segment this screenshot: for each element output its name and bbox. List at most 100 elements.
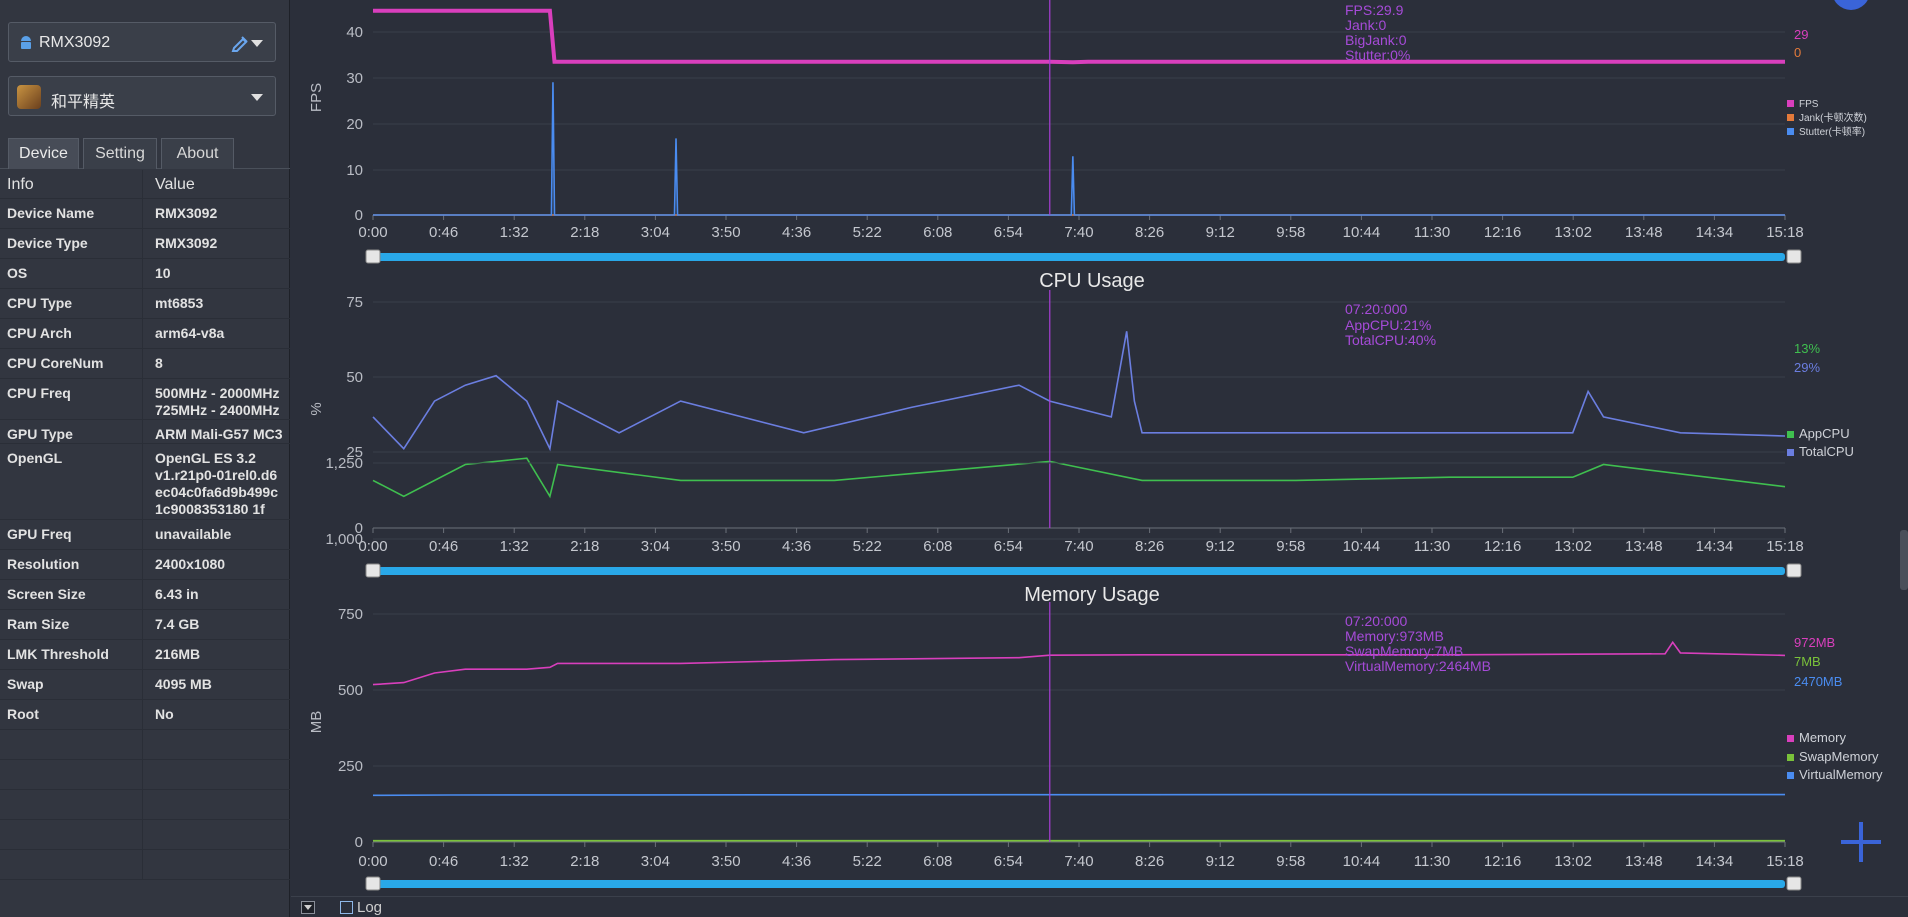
y-tick-label: 25 — [346, 444, 363, 461]
fab-button[interactable] — [1832, 0, 1870, 10]
y-tick-label: 0 — [355, 834, 363, 851]
range-slider-track[interactable] — [373, 880, 1785, 888]
info-row: OpenGL OpenGL ES 3.2 v1.r21p0-01rel0.d6 e… — [0, 444, 290, 520]
info-row: Root No — [0, 700, 290, 730]
series-virtualmemory-line — [372, 793, 1785, 797]
x-tick-label: 4:36 — [782, 853, 811, 870]
x-tick-label: 14:34 — [1696, 853, 1734, 870]
legend-label: FPS — [1799, 99, 1819, 110]
range-slider-handle[interactable] — [1786, 249, 1802, 264]
range-slider-track[interactable] — [373, 253, 1785, 261]
collapse-button[interactable] — [301, 901, 315, 914]
x-tick-label: 12:16 — [1484, 853, 1522, 870]
charts-area: 0 10 20 30 40 0:00 0:46 1:32 2:18 3:04 3:50 4:36 5:2… — [291, 0, 1908, 900]
info-row-empty — [0, 850, 290, 880]
x-tick-label: 6:08 — [923, 224, 952, 241]
info-key: CPU Type — [7, 295, 73, 311]
x-tick-label: 7:40 — [1064, 224, 1093, 241]
legend-swatch — [1787, 754, 1794, 761]
x-tick-label: 8:26 — [1135, 224, 1164, 241]
bottom-bar: Log — [291, 896, 1908, 917]
x-tick-label: 9:12 — [1206, 224, 1235, 241]
x-tick-label: 6:54 — [994, 853, 1023, 870]
latest-value: 972MB — [1794, 635, 1835, 650]
y-tick-label: 0 — [355, 207, 363, 224]
latest-value: 7MB — [1794, 654, 1821, 669]
x-tick-label: 10:44 — [1343, 224, 1381, 241]
x-tick-label: 13:02 — [1554, 538, 1592, 555]
info-value: arm64-v8a — [155, 325, 225, 341]
info-key: Screen Size — [7, 586, 86, 602]
x-tick-label: 0:46 — [429, 853, 458, 870]
tab-setting[interactable]: Setting — [83, 138, 157, 169]
info-key: CPU Arch — [7, 325, 72, 341]
range-slider-track[interactable] — [373, 567, 1785, 575]
y-tick-label: 10 — [346, 162, 363, 179]
x-tick-label: 0:46 — [429, 538, 458, 555]
info-key: CPU CoreNum — [7, 355, 104, 371]
add-chart-button[interactable] — [1839, 820, 1883, 864]
range-slider-handle[interactable] — [365, 876, 381, 891]
x-tick-label: 0:46 — [429, 224, 458, 241]
x-tick-label: 8:26 — [1135, 853, 1164, 870]
range-slider-handle[interactable] — [1786, 563, 1802, 578]
series-stutter-line — [373, 82, 1785, 216]
device-select[interactable]: RMX3092 — [8, 22, 276, 62]
x-tick-label: 9:58 — [1276, 853, 1305, 870]
range-slider-handle[interactable] — [1786, 876, 1802, 891]
scrollbar[interactable] — [1900, 530, 1908, 590]
x-tick-label: 15:18 — [1766, 853, 1804, 870]
legend-label: VirtualMemory — [1799, 767, 1883, 782]
legend-label: SwapMemory — [1799, 749, 1879, 764]
chevron-down-icon[interactable] — [251, 40, 263, 47]
info-value: 2400x1080 — [155, 556, 226, 572]
app-select-label: 和平精英 — [51, 94, 116, 111]
tab-about[interactable]: About — [161, 138, 234, 169]
info-key: Device Name — [7, 205, 95, 221]
x-tick-label: 12:16 — [1484, 224, 1522, 241]
x-tick-label: 11:30 — [1414, 538, 1450, 555]
latest-value: 0 — [1794, 45, 1801, 60]
tooltip-text: 07:20:000 — [1345, 613, 1407, 629]
tooltip-text: 07:20:000 — [1345, 301, 1407, 317]
x-tick-label: 1:32 — [500, 853, 529, 870]
tooltip-text: AppCPU:21% — [1345, 317, 1431, 333]
x-tick-label: 5:22 — [853, 224, 882, 241]
legend-swatch — [1787, 100, 1794, 107]
log-label: Log — [357, 899, 383, 916]
app-select[interactable]: 和平精英 — [8, 76, 276, 116]
y-tick-label: 30 — [346, 70, 363, 87]
x-tick-label: 15:18 — [1766, 224, 1804, 241]
log-checkbox[interactable] — [340, 901, 353, 914]
x-tick-label: 2:18 — [570, 853, 599, 870]
info-row: CPU Type mt6853 — [0, 289, 290, 319]
info-key: Device Type — [7, 235, 88, 251]
info-table-header: Info Value — [0, 170, 290, 199]
tooltip-text: SwapMemory:7MB — [1345, 643, 1463, 659]
range-slider-handle[interactable] — [365, 249, 381, 264]
tooltip-text: Stutter:0% — [1345, 47, 1410, 63]
legend-label: Memory — [1799, 730, 1846, 745]
series-totalcpu-line — [372, 331, 1786, 452]
info-key: GPU Type — [7, 426, 73, 442]
tooltip-text: VirtualMemory:2464MB — [1345, 658, 1491, 674]
tab-device[interactable]: Device — [8, 138, 79, 169]
info-row: Device Type RMX3092 — [0, 229, 290, 259]
x-tick-label: 9:12 — [1206, 853, 1235, 870]
tooltip-text: BigJank:0 — [1345, 32, 1407, 48]
range-slider-handle[interactable] — [365, 563, 381, 578]
x-tick-label: 3:50 — [711, 538, 740, 555]
x-tick-label: 7:40 — [1064, 538, 1093, 555]
x-tick-label: 0:00 — [358, 853, 387, 870]
y-tick-label: 500 — [338, 682, 363, 699]
info-value: 8 — [155, 355, 163, 371]
y-tick-label: 250 — [338, 758, 363, 775]
x-tick-label: 2:18 — [570, 224, 599, 241]
info-row: OS 10 — [0, 259, 290, 289]
info-value: mt6853 — [155, 295, 204, 311]
x-tick-label: 11:30 — [1414, 853, 1450, 870]
chevron-down-icon[interactable] — [251, 94, 263, 101]
x-tick-label: 6:54 — [994, 224, 1023, 241]
info-key: OS — [7, 265, 28, 281]
edit-icon[interactable] — [231, 34, 249, 52]
